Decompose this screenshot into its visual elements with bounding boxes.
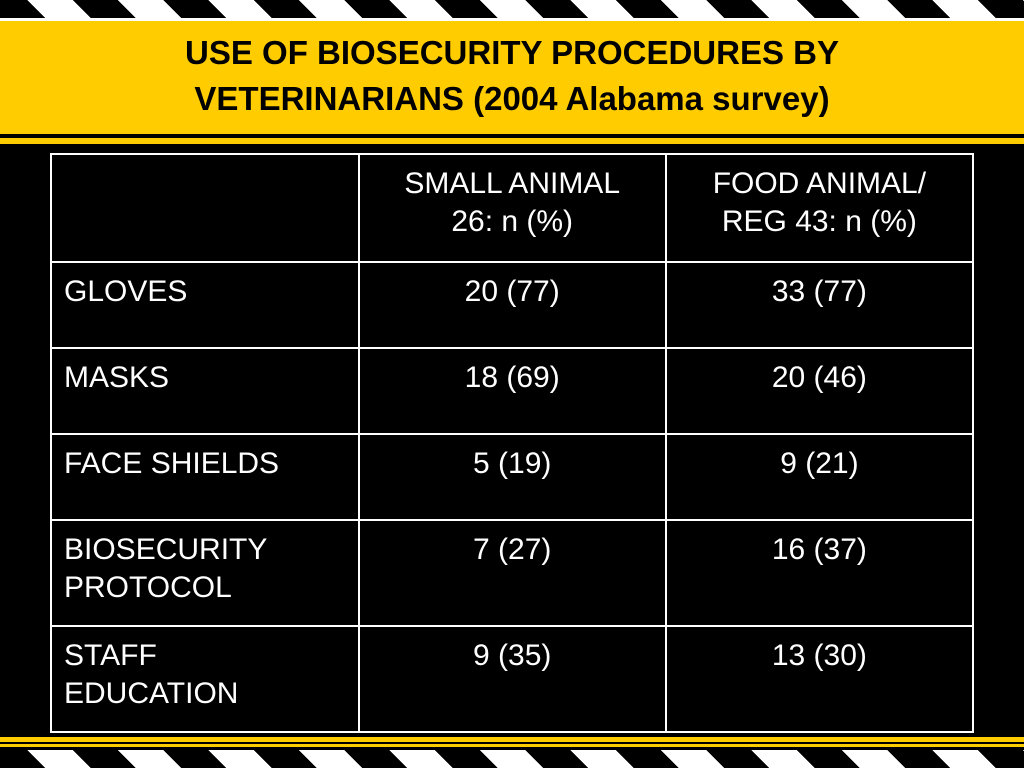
table-row: BIOSECURITY PROTOCOL 7 (27) 16 (37) — [50, 519, 975, 627]
table-row: MASKS 18 (69) 20 (46) — [50, 347, 975, 435]
row-label-text: FACE SHIELDS — [64, 447, 280, 480]
food-animal-value: 9 (21) — [664, 433, 975, 521]
slide-title-line-2: VETERINARIANS (2004 Alabama survey) — [194, 80, 830, 117]
food-animal-value: 13 (30) — [664, 625, 975, 733]
header-cell-food-animal: FOOD ANIMAL/ REG 43: n (%) — [664, 153, 975, 263]
food-animal-value: 16 (37) — [664, 519, 975, 627]
small-animal-value: 20 (77) — [357, 261, 667, 349]
table-row: GLOVES 20 (77) 33 (77) — [50, 261, 975, 349]
header-small-animal-line-1: SMALL ANIMAL — [404, 167, 620, 200]
header-small-animal-line-2: 26: n (%) — [451, 205, 574, 238]
biosecurity-table: SMALL ANIMAL 26: n (%) FOOD ANIMAL/ REG … — [50, 153, 975, 733]
header-cell-empty — [50, 153, 360, 263]
table-row: FACE SHIELDS 5 (19) 9 (21) — [50, 433, 975, 521]
small-animal-value: 9 (35) — [357, 625, 667, 733]
row-label: STAFF EDUCATION — [50, 625, 360, 733]
banner-divider — [0, 134, 1024, 138]
small-animal-value: 5 (19) — [357, 433, 667, 521]
hazard-stripe-bottom — [0, 750, 1024, 768]
hazard-stripe-top — [0, 0, 1024, 18]
footer-yellow-line-thin — [0, 744, 1024, 747]
small-animal-value: 18 (69) — [357, 347, 667, 435]
food-animal-value: 20 (46) — [664, 347, 975, 435]
header-cell-small-animal: SMALL ANIMAL 26: n (%) — [357, 153, 667, 263]
table-header-row: SMALL ANIMAL 26: n (%) FOOD ANIMAL/ REG … — [50, 153, 975, 263]
row-label: FACE SHIELDS — [50, 433, 360, 521]
slide-title-line-1: USE OF BIOSECURITY PROCEDURES BY — [185, 34, 839, 71]
row-label-text-line-2: EDUCATION — [64, 677, 239, 710]
row-label: GLOVES — [50, 261, 360, 349]
row-label: MASKS — [50, 347, 360, 435]
row-label-text: GLOVES — [64, 275, 188, 308]
table-row: STAFF EDUCATION 9 (35) 13 (30) — [50, 625, 975, 733]
title-banner — [0, 18, 1024, 134]
row-label-text-line-1: STAFF — [64, 639, 157, 672]
slide-title: USE OF BIOSECURITY PROCEDURES BY VETERIN… — [40, 30, 984, 122]
banner-underline — [0, 138, 1024, 144]
food-animal-value: 33 (77) — [664, 261, 975, 349]
row-label: BIOSECURITY PROTOCOL — [50, 519, 360, 627]
header-food-animal-line-2: REG 43: n (%) — [721, 205, 917, 238]
header-food-animal-line-1: FOOD ANIMAL/ — [712, 167, 927, 200]
row-label-text-line-1: BIOSECURITY — [64, 533, 268, 566]
small-animal-value: 7 (27) — [357, 519, 667, 627]
row-label-text: MASKS — [64, 361, 170, 394]
footer-yellow-line — [0, 737, 1024, 742]
row-label-text-line-2: PROTOCOL — [64, 571, 232, 604]
